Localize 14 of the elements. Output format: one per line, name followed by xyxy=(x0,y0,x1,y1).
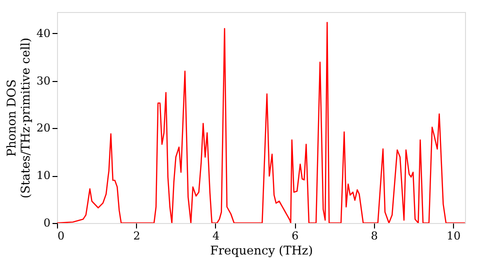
y-axis-title: Phonon DOS (States/THz·primitive cell) xyxy=(4,38,33,198)
x-tick-label: 10 xyxy=(446,230,461,242)
line-series xyxy=(57,22,465,223)
y-tick-label: 0 xyxy=(44,216,50,230)
x-tick-label: 8 xyxy=(370,230,378,242)
x-tick-label: 0 xyxy=(58,230,64,242)
y-tick-label: 10 xyxy=(36,169,50,182)
y-tick-label: 30 xyxy=(36,74,50,88)
x-tick-label: 2 xyxy=(133,230,140,242)
y-tick-label: 20 xyxy=(36,122,50,135)
x-tick-label: 4 xyxy=(212,230,220,242)
x-tick-label: 6 xyxy=(292,230,299,242)
x-axis-title: Frequency (THz) xyxy=(210,244,313,258)
y-tick-label: 40 xyxy=(36,26,50,40)
